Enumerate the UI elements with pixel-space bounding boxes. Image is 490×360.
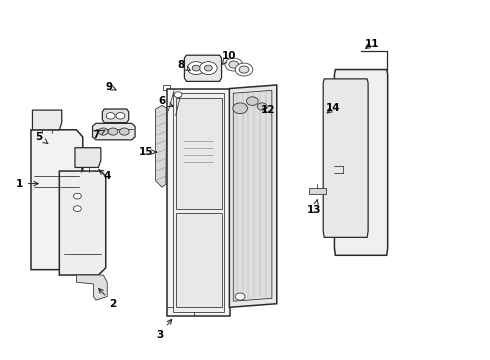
Circle shape bbox=[257, 103, 267, 110]
Text: 9: 9 bbox=[106, 82, 116, 92]
Circle shape bbox=[74, 206, 81, 212]
Text: 1: 1 bbox=[16, 179, 38, 189]
Polygon shape bbox=[59, 171, 106, 275]
Polygon shape bbox=[76, 275, 107, 300]
Polygon shape bbox=[175, 213, 221, 307]
Circle shape bbox=[233, 103, 247, 114]
Text: 10: 10 bbox=[222, 51, 237, 64]
Polygon shape bbox=[93, 123, 135, 140]
Circle shape bbox=[192, 65, 200, 71]
Text: 12: 12 bbox=[261, 105, 276, 115]
Text: 6: 6 bbox=[158, 96, 173, 107]
Polygon shape bbox=[229, 85, 277, 307]
Circle shape bbox=[120, 128, 129, 135]
Circle shape bbox=[199, 62, 217, 75]
Circle shape bbox=[174, 92, 182, 98]
Polygon shape bbox=[167, 89, 230, 316]
Circle shape bbox=[74, 193, 81, 199]
Circle shape bbox=[108, 128, 118, 135]
Polygon shape bbox=[31, 130, 83, 270]
Circle shape bbox=[246, 97, 258, 105]
Circle shape bbox=[235, 293, 245, 300]
Text: 4: 4 bbox=[98, 170, 111, 181]
Polygon shape bbox=[184, 55, 221, 81]
Circle shape bbox=[235, 63, 253, 76]
Circle shape bbox=[239, 66, 249, 73]
Text: 5: 5 bbox=[35, 132, 48, 144]
Circle shape bbox=[225, 58, 243, 71]
Polygon shape bbox=[32, 110, 62, 130]
Polygon shape bbox=[172, 93, 224, 312]
Polygon shape bbox=[75, 148, 101, 167]
Text: 13: 13 bbox=[307, 200, 321, 216]
Circle shape bbox=[187, 62, 205, 75]
Polygon shape bbox=[156, 105, 167, 187]
Text: 7: 7 bbox=[92, 130, 105, 140]
Circle shape bbox=[229, 61, 239, 68]
Circle shape bbox=[106, 113, 115, 119]
Text: 8: 8 bbox=[178, 60, 191, 71]
Polygon shape bbox=[323, 79, 368, 237]
Polygon shape bbox=[334, 69, 388, 255]
Polygon shape bbox=[102, 109, 129, 123]
Circle shape bbox=[98, 128, 108, 135]
Polygon shape bbox=[310, 188, 326, 194]
Polygon shape bbox=[233, 90, 272, 301]
Circle shape bbox=[116, 113, 125, 119]
Text: 15: 15 bbox=[139, 147, 156, 157]
Polygon shape bbox=[175, 98, 221, 209]
Text: 3: 3 bbox=[156, 319, 171, 340]
Text: 11: 11 bbox=[365, 39, 379, 49]
Polygon shape bbox=[163, 85, 170, 90]
Text: 14: 14 bbox=[326, 103, 340, 113]
Text: 2: 2 bbox=[98, 289, 117, 309]
Circle shape bbox=[204, 65, 212, 71]
